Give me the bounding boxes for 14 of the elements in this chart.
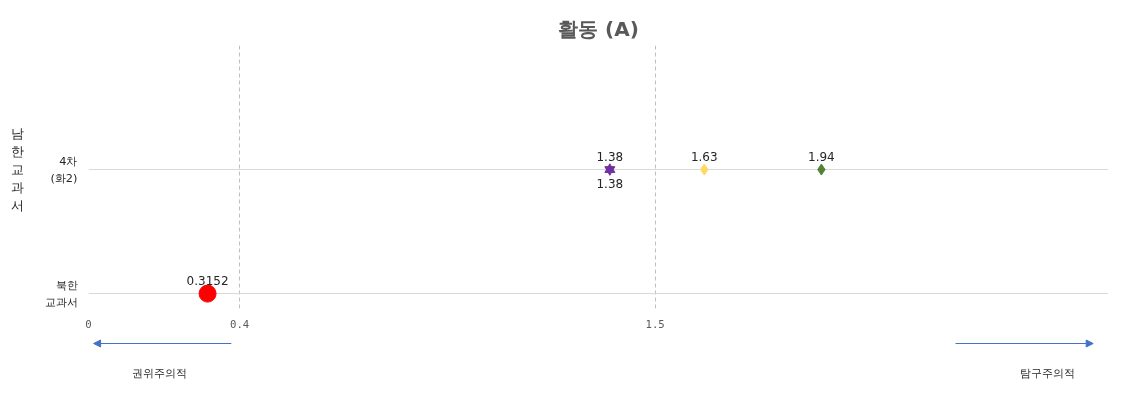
data-label: 1.94 <box>808 149 835 164</box>
data-label: 0.3152 <box>186 273 229 288</box>
data-label: 1.38 <box>596 149 624 164</box>
y-tick-label: 북한교과서 <box>44 278 78 310</box>
x-tick-label: 0.4 <box>229 317 250 331</box>
text: 남한교과서 <box>10 126 24 214</box>
x-tick-label: 1.5 <box>645 317 665 331</box>
chart-title: 활동 (A) <box>558 16 639 41</box>
y-tick-label: 4차 (화2) <box>50 154 78 185</box>
x-tick-label: 0 <box>85 317 92 331</box>
text: 탐구주의적 <box>1019 366 1075 381</box>
data-label: 1.38 <box>596 176 624 191</box>
data-label: 1.63 <box>690 149 718 164</box>
text: 권위주의적 <box>132 366 188 381</box>
